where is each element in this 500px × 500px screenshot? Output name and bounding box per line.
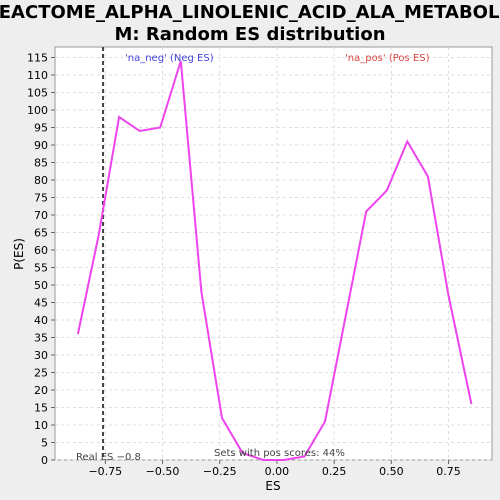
y-tick-label: 35 [34, 332, 48, 345]
y-tick-label: 20 [34, 384, 48, 397]
x-tick-label: 0.00 [265, 465, 290, 478]
y-tick-label: 65 [34, 227, 48, 240]
chart-title-line1: REACTOME_ALPHA_LINOLENIC_ACID_ALA_METABO… [0, 2, 500, 23]
y-tick-label: 5 [41, 437, 48, 450]
y-tick-label: 25 [34, 367, 48, 380]
y-tick-label: 70 [34, 209, 48, 222]
y-tick-label: 30 [34, 349, 48, 362]
y-tick-label: 90 [34, 139, 48, 152]
y-tick-label: 55 [34, 262, 48, 275]
x-tick-label: −0.25 [203, 465, 237, 478]
real-es-label: Real ES −0.8 [76, 452, 141, 463]
y-axis-label: P(ES) [12, 238, 26, 270]
series-line [76, 60, 473, 461]
x-tick-label: 0.50 [379, 465, 404, 478]
y-tick-label: 80 [34, 174, 48, 187]
y-tick-label: 115 [27, 52, 48, 65]
y-tick-label: 110 [27, 69, 48, 82]
x-tick-label: 0.75 [436, 465, 461, 478]
y-tick-label: 15 [34, 402, 48, 415]
y-tick-label: 105 [27, 87, 48, 100]
x-axis-label: ES [265, 479, 280, 493]
y-tick-label: 85 [34, 157, 48, 170]
y-tick-label: 45 [34, 297, 48, 310]
y-tick-label: 0 [41, 454, 48, 467]
grid [55, 47, 492, 461]
y-axis-ticks: 0 5 10 15 20 25 30 35 40 45 50 55 60 65 70 75 80 85 90 95 10… [27, 52, 55, 467]
plot-area [54, 46, 493, 461]
pos-es-label: 'na_pos' (Pos ES) [345, 53, 430, 64]
x-tick-label: −0.75 [88, 465, 122, 478]
y-tick-label: 50 [34, 279, 48, 292]
chart-title-line2: M: Random ES distribution [114, 24, 385, 45]
x-tick-label: 0.25 [322, 465, 347, 478]
y-tick-label: 95 [34, 122, 48, 135]
y-tick-label: 60 [34, 244, 48, 257]
y-tick-label: 10 [34, 419, 48, 432]
pos-scores-label: Sets with pos scores: 44% [214, 448, 345, 459]
y-tick-label: 75 [34, 192, 48, 205]
x-tick-label: −0.50 [146, 465, 180, 478]
x-axis-ticks: −0.75 −0.50 −0.25 0.00 0.25 0.50 0.75 [88, 460, 461, 478]
y-tick-label: 100 [27, 104, 48, 117]
y-tick-label: 40 [34, 314, 48, 327]
neg-es-label: 'na_neg' (Neg ES) [125, 53, 214, 64]
